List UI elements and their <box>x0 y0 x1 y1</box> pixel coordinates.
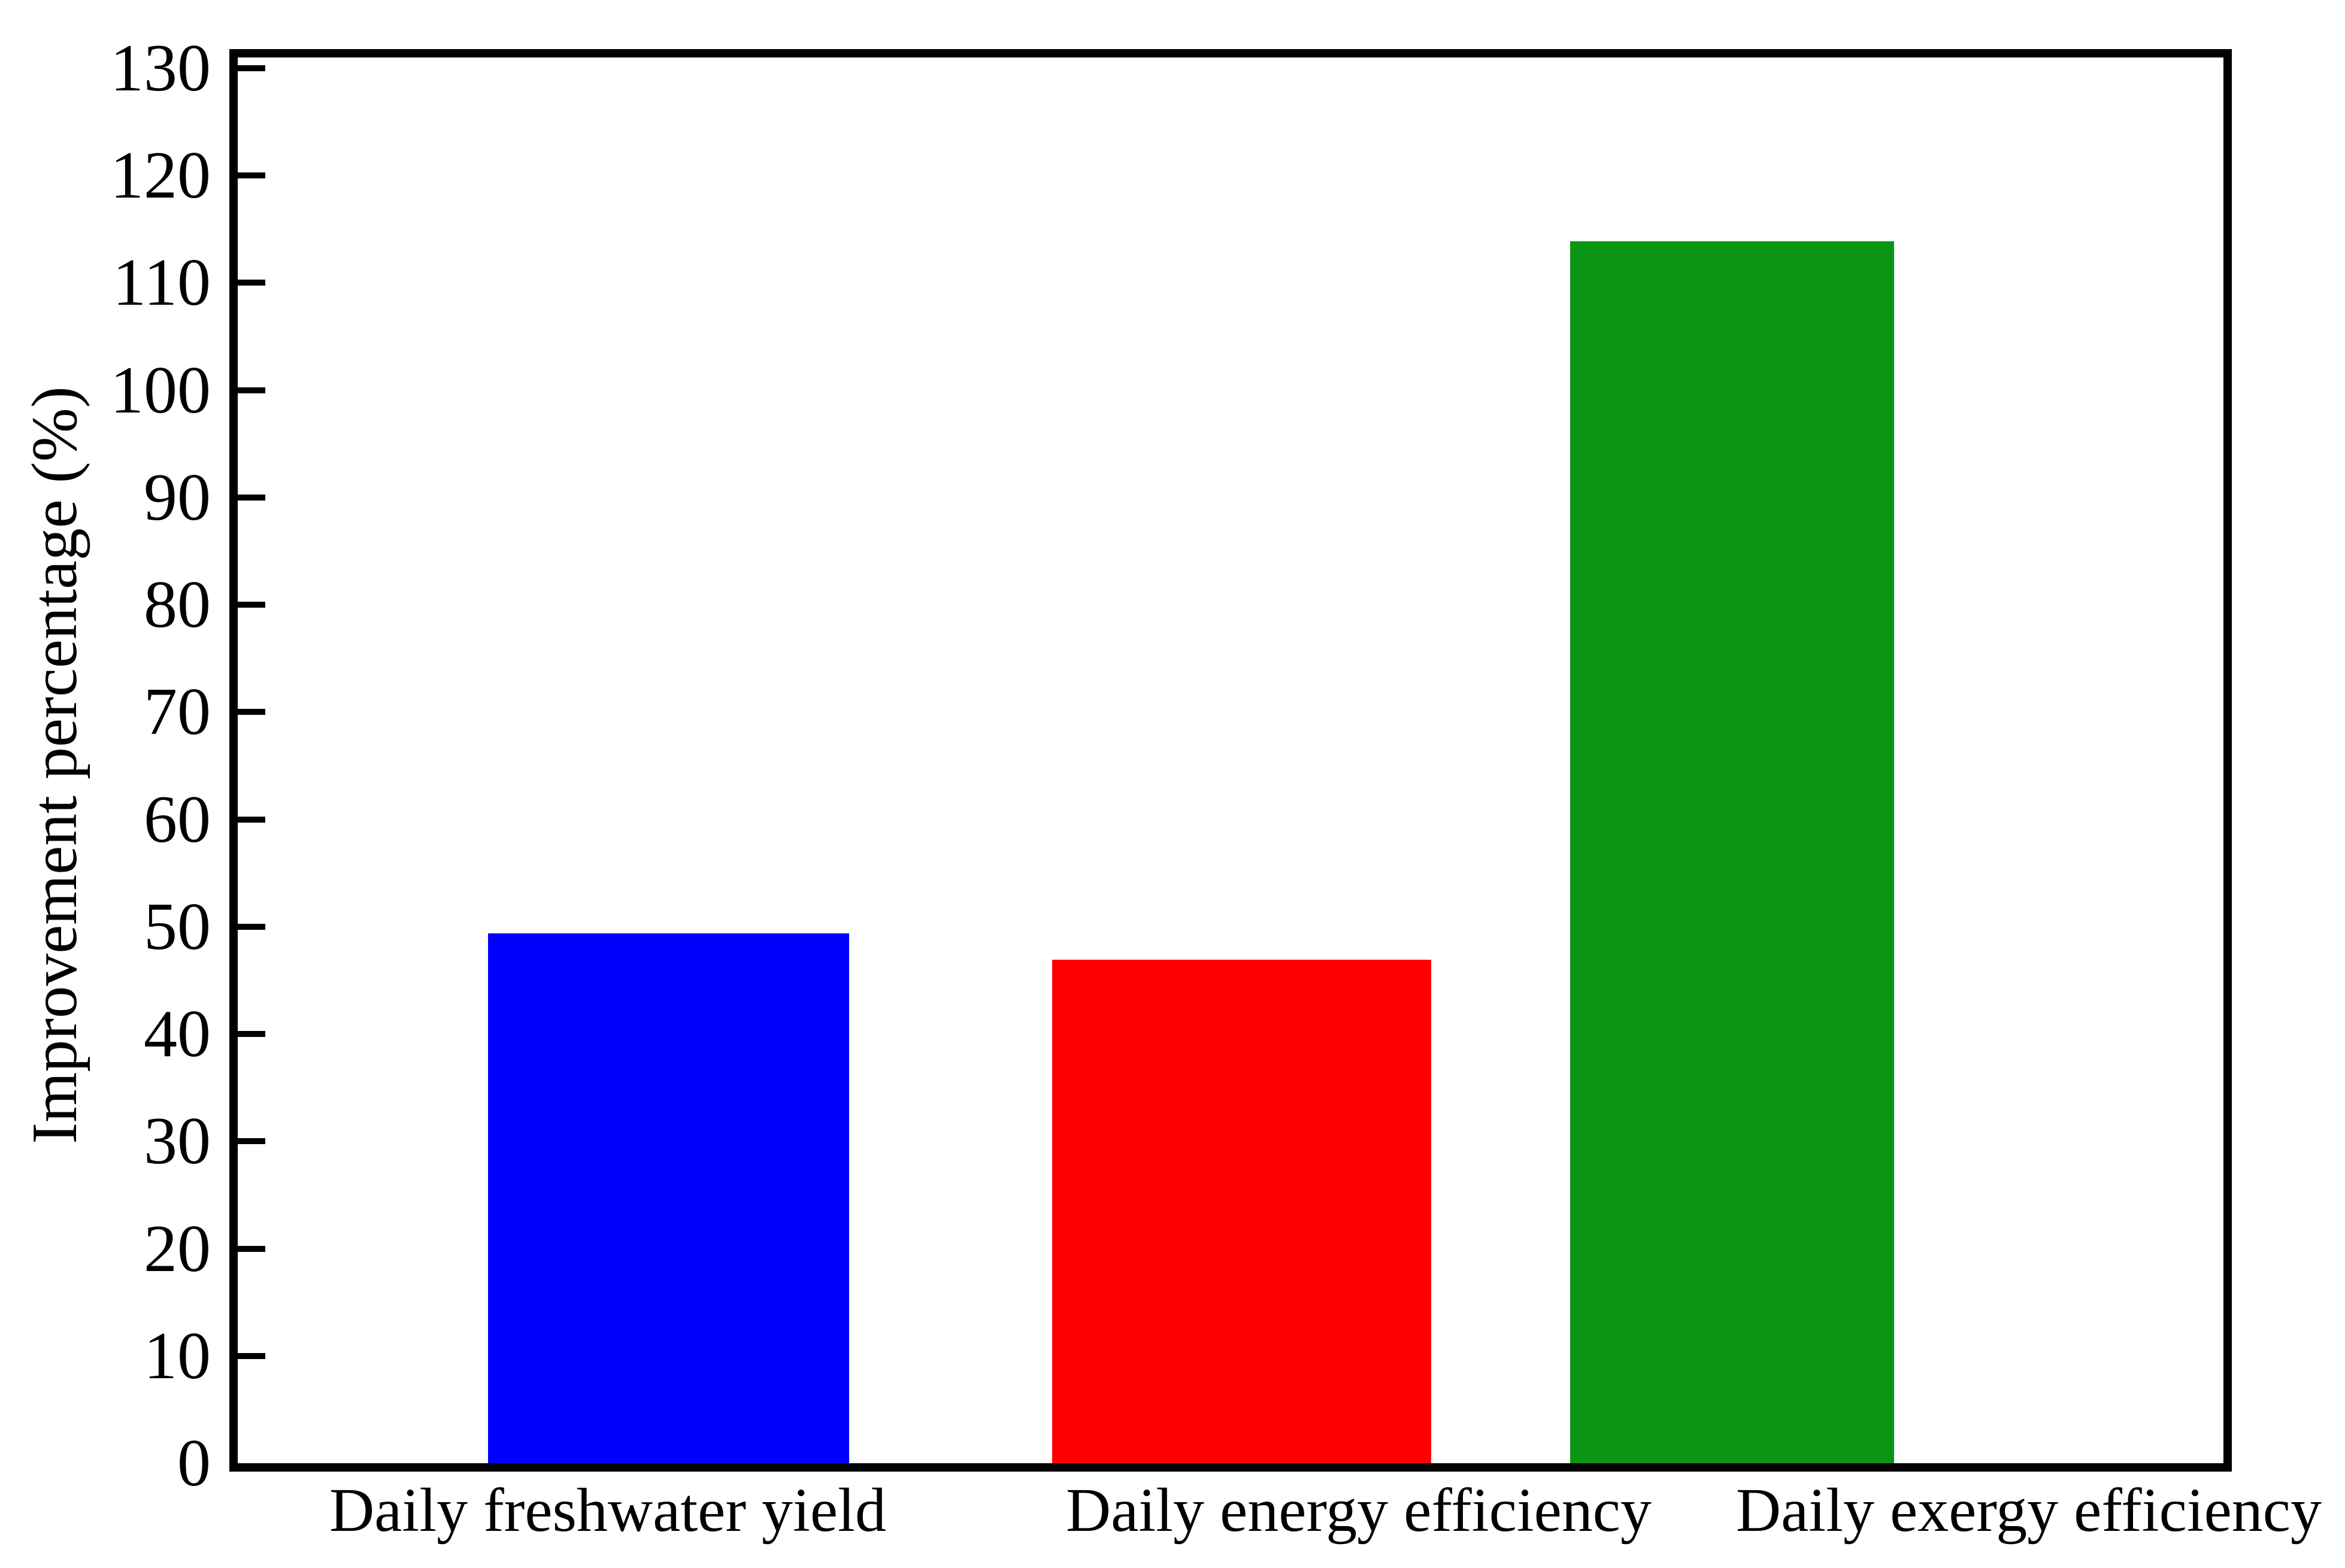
y-tick-label: 70 <box>144 675 211 750</box>
y-tick-mark <box>238 923 265 930</box>
x-category-label: Daily freshwater yield <box>329 1476 886 1545</box>
y-tick-label: 120 <box>110 138 211 213</box>
y-tick-mark <box>238 1245 265 1252</box>
y-tick-mark <box>238 709 265 715</box>
y-tick-label: 80 <box>144 568 211 642</box>
y-tick-label: 110 <box>113 245 211 320</box>
x-category-label: Daily exergy efficiency <box>1736 1476 2322 1545</box>
y-tick-label: 0 <box>177 1426 211 1500</box>
y-tick-mark <box>238 602 265 608</box>
x-category-label: Daily energy efficiency <box>1066 1476 1652 1545</box>
y-tick-label: 50 <box>144 889 211 964</box>
y-tick-label: 10 <box>144 1318 211 1393</box>
y-tick-label: 30 <box>144 1104 211 1179</box>
y-tick-mark <box>238 816 265 823</box>
bar-daily-energy-efficiency <box>1052 960 1431 1463</box>
y-tick-mark <box>238 280 265 286</box>
y-tick-label: 60 <box>144 782 211 857</box>
y-tick-label: 40 <box>144 997 211 1072</box>
bar-daily-freshwater-yield <box>487 933 850 1463</box>
plot-area <box>229 49 2232 1472</box>
y-tick-mark <box>238 1138 265 1145</box>
bar-daily-exergy-efficiency <box>1570 241 1894 1463</box>
y-tick-mark <box>238 1031 265 1038</box>
y-tick-mark <box>238 1352 265 1359</box>
y-tick-mark <box>238 494 265 501</box>
y-tick-label: 90 <box>144 460 211 535</box>
y-axis-title: Improvement percentage (%) <box>19 386 90 1144</box>
y-tick-mark <box>238 172 265 179</box>
y-tick-label: 20 <box>144 1211 211 1286</box>
y-tick-label: 130 <box>110 31 211 105</box>
y-tick-mark <box>238 387 265 393</box>
y-tick-label: 100 <box>110 353 211 427</box>
y-tick-mark <box>238 65 265 71</box>
